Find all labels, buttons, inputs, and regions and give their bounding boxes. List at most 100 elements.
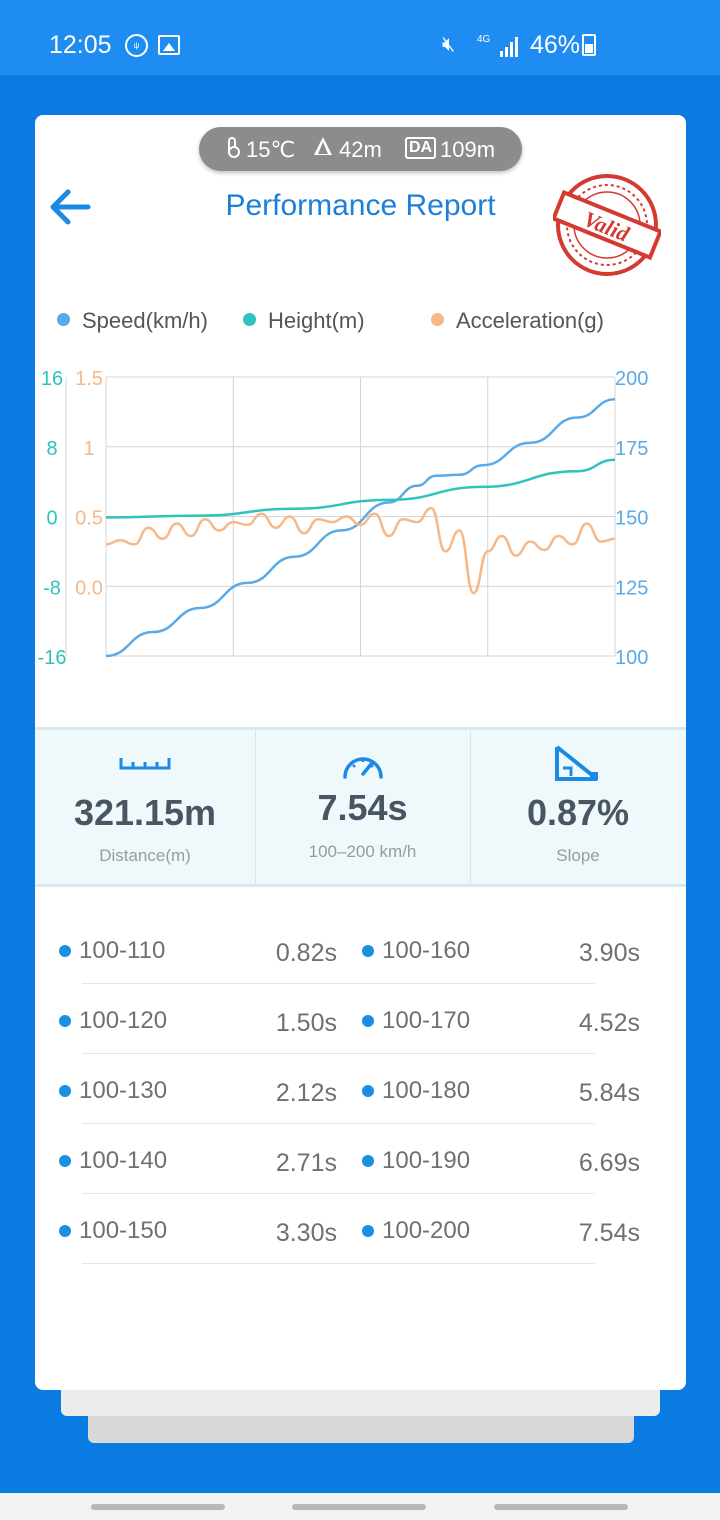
- card-stack-shadow: [61, 1390, 660, 1416]
- split-range: 100-150: [79, 1217, 168, 1244]
- performance-chart: 16 8 0 -8 -16 1.5 1 0.5 0.0 200 175 150 125 100: [38, 368, 649, 669]
- network-type: 4G: [477, 34, 491, 45]
- height-tick-label: 16: [41, 368, 63, 390]
- time-label: 100–200 km/h: [308, 842, 417, 861]
- split-time: 3.90s: [578, 939, 640, 967]
- split-row: 100-120 1.50s 100-170 4.52s: [35, 975, 686, 1054]
- speed-tick-label: 125: [615, 577, 648, 599]
- speed-tick-label: 100: [615, 647, 648, 669]
- split-row: 100-110 0.82s 100-160 3.90s: [35, 905, 686, 984]
- distance-stat: 321.15m Distance(m): [35, 730, 255, 884]
- height-tick-label: -16: [38, 647, 67, 669]
- back-arrow-icon[interactable]: [48, 187, 92, 227]
- signal-icon: [500, 35, 522, 57]
- report-card: 15℃ 42m DA 109m Performance Report Valid…: [35, 115, 686, 1390]
- split-range: 100-170: [382, 1007, 471, 1034]
- split-range: 100-180: [382, 1077, 471, 1104]
- acceleration-tick-label: 0.0: [75, 577, 103, 599]
- altitude-value: 42m: [339, 137, 382, 162]
- slope-stat: 0.87% Slope: [470, 730, 686, 884]
- split-time: 2.71s: [275, 1149, 337, 1177]
- density-altitude-value: 109m: [440, 137, 496, 162]
- battery-icon: [582, 34, 596, 56]
- legend-label: Acceleration(g): [456, 308, 604, 333]
- status-time: 12:05: [49, 31, 112, 59]
- row-separator: [82, 1263, 595, 1264]
- slope-label: Slope: [556, 846, 600, 865]
- distance-value: 321.15m: [73, 792, 217, 833]
- density-altitude-icon: DA: [405, 137, 437, 159]
- split-time: 3.30s: [275, 1219, 337, 1247]
- row-separator: [82, 983, 595, 984]
- split-range: 100-130: [79, 1077, 168, 1104]
- speedometer-icon: [343, 757, 383, 779]
- split-range: 100-110: [79, 937, 166, 964]
- series-line-height: [105, 458, 616, 519]
- height-tick-label: -8: [43, 577, 61, 599]
- card-stack-shadow-back: [88, 1416, 634, 1443]
- split-row: 100-130 2.12s 100-180 5.84s: [35, 1045, 686, 1124]
- speed-tick-label: 150: [615, 508, 648, 530]
- bullet-dot: [362, 945, 374, 957]
- legend-dot: [243, 313, 256, 326]
- legend-label: Speed(km/h): [82, 308, 208, 333]
- distance-label: Distance(m): [99, 846, 191, 865]
- navigation-bar: [0, 1493, 720, 1520]
- nav-back-button[interactable]: [494, 1504, 628, 1510]
- bullet-dot: [362, 1225, 374, 1237]
- thermometer-icon: [228, 137, 240, 158]
- split-range: 100-200: [382, 1217, 471, 1244]
- split-row: 100-150 3.30s 100-200 7.54s: [35, 1185, 686, 1264]
- speed-tick-label: 175: [615, 438, 648, 460]
- split-range: 100-190: [382, 1147, 471, 1174]
- bullet-dot: [362, 1085, 374, 1097]
- split-time: 7.54s: [578, 1219, 640, 1247]
- mountain-icon: [314, 137, 332, 155]
- legend-height: Height(m): [243, 308, 365, 334]
- row-separator: [82, 1193, 595, 1194]
- bullet-dot: [362, 1015, 374, 1027]
- legend-dot: [431, 313, 444, 326]
- row-separator: [82, 1123, 595, 1124]
- split-range: 100-160: [382, 937, 471, 964]
- legend-speed: Speed(km/h): [57, 308, 208, 334]
- legend-label: Height(m): [268, 308, 365, 333]
- divider: [470, 730, 471, 884]
- nav-recent-button[interactable]: [91, 1504, 225, 1510]
- image-notification-icon: [158, 35, 180, 55]
- temperature-value: 15℃: [246, 137, 296, 162]
- bullet-dot: [59, 1155, 71, 1167]
- battery-percent: 46%: [530, 31, 581, 59]
- conditions-pill: 15℃ 42m DA 109m: [199, 127, 522, 171]
- nav-home-button[interactable]: [292, 1504, 426, 1510]
- bullet-dot: [59, 1225, 71, 1237]
- legend-acceleration: Acceleration(g): [431, 308, 604, 334]
- time-stat: 7.54s 100–200 km/h: [255, 730, 470, 884]
- split-time: 6.69s: [578, 1149, 640, 1177]
- split-row: 100-140 2.71s 100-190 6.69s: [35, 1115, 686, 1194]
- bullet-dot: [59, 945, 71, 957]
- split-range: 100-140: [79, 1147, 168, 1174]
- series-line-acceleration: [105, 506, 616, 595]
- bullet-dot: [59, 1085, 71, 1097]
- split-time: 2.12s: [275, 1079, 337, 1107]
- acceleration-tick-label: 1: [83, 438, 94, 460]
- divider: [255, 730, 256, 884]
- split-time: 0.82s: [275, 939, 337, 967]
- row-separator: [82, 1053, 595, 1054]
- mute-icon: 🔇︎: [442, 33, 456, 56]
- status-bar: 12:05 ψ 🔇︎ 4G 46%: [0, 0, 720, 75]
- stats-panel: 321.15m Distance(m) 7.54s 100–200 km/h 0…: [35, 727, 686, 887]
- split-time: 1.50s: [275, 1009, 337, 1037]
- slope-value: 0.87%: [526, 792, 630, 833]
- slope-icon: [555, 745, 599, 781]
- time-value: 7.54s: [317, 787, 408, 828]
- legend-dot: [57, 313, 70, 326]
- split-time: 5.84s: [578, 1079, 640, 1107]
- ruler-icon: [119, 758, 171, 770]
- bullet-dot: [362, 1155, 374, 1167]
- split-time: 4.52s: [578, 1009, 640, 1037]
- split-range: 100-120: [79, 1007, 168, 1034]
- page-title: Performance Report: [225, 189, 496, 222]
- acceleration-tick-label: 0.5: [75, 508, 103, 530]
